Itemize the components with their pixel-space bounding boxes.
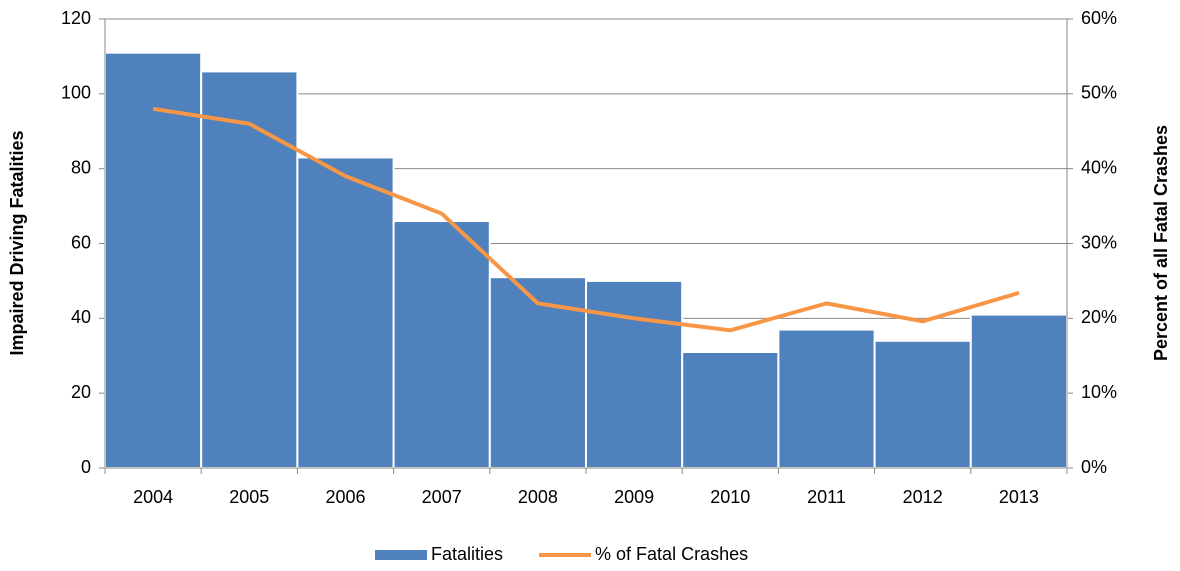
bar xyxy=(392,220,491,469)
y2-tick-label: 60% xyxy=(1081,8,1117,28)
legend-label: % of Fatal Crashes xyxy=(595,544,748,564)
y-tick-label: 40 xyxy=(71,307,91,327)
y-tick-label: 100 xyxy=(61,83,91,103)
y-tick-label: 20 xyxy=(71,382,91,402)
y2-tick-label: 30% xyxy=(1081,232,1117,252)
y2-tick-label: 20% xyxy=(1081,307,1117,327)
y2-tick-label: 0% xyxy=(1081,457,1107,477)
bar xyxy=(873,339,972,469)
bar xyxy=(681,351,780,469)
bar xyxy=(488,276,587,469)
line-series xyxy=(152,106,1020,333)
y2-tick-label: 50% xyxy=(1081,83,1117,103)
x-tick-label: 2006 xyxy=(325,487,365,507)
bar xyxy=(200,70,299,469)
x-tick-label: 2009 xyxy=(614,487,654,507)
legend-swatch xyxy=(375,550,427,560)
y-tick-label: 120 xyxy=(61,8,91,28)
x-tick-label: 2005 xyxy=(229,487,269,507)
x-tick-label: 2013 xyxy=(999,487,1039,507)
y-axis-title: Impaired Driving Fatalities xyxy=(7,130,27,355)
x-tick-label: 2008 xyxy=(518,487,558,507)
bar xyxy=(969,313,1068,470)
bar xyxy=(777,328,876,469)
x-tick-label: 2012 xyxy=(903,487,943,507)
x-tick-label: 2004 xyxy=(133,487,173,507)
y2-tick-label: 40% xyxy=(1081,157,1117,177)
y2-tick-label: 10% xyxy=(1081,382,1117,402)
bar xyxy=(585,279,684,469)
bar xyxy=(296,156,395,469)
legend-label: Fatalities xyxy=(431,544,503,564)
x-tick-label: 2010 xyxy=(710,487,750,507)
x-tick-label: 2007 xyxy=(422,487,462,507)
y-tick-label: 80 xyxy=(71,157,91,177)
y-tick-label: 0 xyxy=(81,457,91,477)
y2-axis-title: Percent of all Fatal Crashes xyxy=(1151,125,1171,361)
x-tick-label: 2011 xyxy=(807,487,846,507)
y-tick-label: 60 xyxy=(71,232,91,252)
